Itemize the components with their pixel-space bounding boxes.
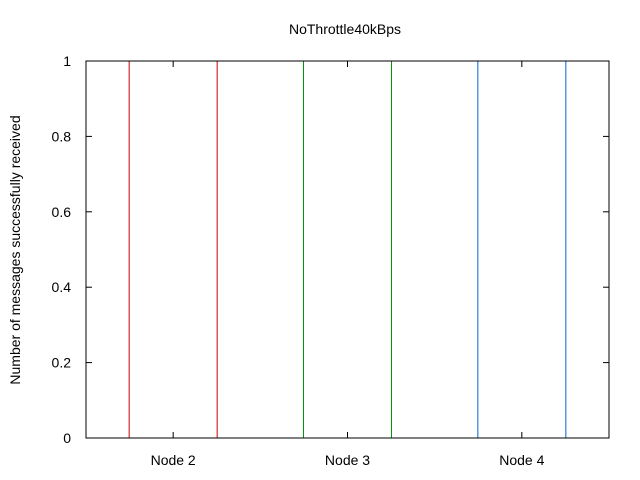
y-tick-label: 0.6 (52, 204, 72, 220)
tick-labels-layer: Node 2 Node 3 Node 4 0 0.2 0.4 0.6 0.8 1 (52, 53, 545, 468)
ticks-layer (86, 60, 609, 439)
y-tick-label: 0.8 (52, 128, 72, 144)
bars-layer (128, 60, 567, 438)
x-tick-label: Node 2 (151, 452, 196, 468)
plot-frame (85, 60, 610, 439)
x-tick-label: Node 4 (499, 452, 544, 468)
y-tick-label: 1 (63, 53, 71, 69)
y-tick-label: 0.2 (52, 355, 72, 371)
chart-title: NoThrottle40kBps (289, 21, 401, 37)
bar-node-2 (128, 60, 218, 438)
y-tick-label: 0 (63, 430, 71, 446)
bar-node-4 (477, 60, 567, 438)
bar-node-3 (303, 60, 392, 438)
y-tick-label: 0.4 (52, 279, 72, 295)
x-tick-label: Node 3 (325, 452, 370, 468)
y-axis-label: Number of messages successfully received (7, 115, 23, 384)
